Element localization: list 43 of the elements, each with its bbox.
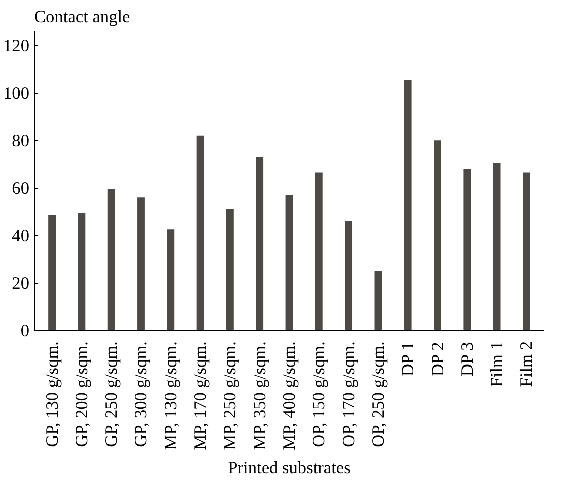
bar xyxy=(374,271,382,330)
x-tick-label: Film 1 xyxy=(488,341,507,388)
y-tick-label: 40 xyxy=(12,226,30,246)
y-tick-label: 20 xyxy=(12,274,30,294)
bar xyxy=(167,230,175,330)
x-tick-label: DP 1 xyxy=(398,342,418,377)
bar xyxy=(108,189,116,330)
y-tick-label: 80 xyxy=(12,132,30,151)
y-tick-label: 60 xyxy=(12,179,30,198)
bar xyxy=(523,172,530,330)
bar xyxy=(256,157,264,330)
bar xyxy=(345,221,353,330)
x-tick-label: MP, 350 g/sqm. xyxy=(250,341,270,450)
x-tick-label: GP, 250 g/sqm. xyxy=(102,341,122,448)
x-tick-label: MP, 130 g/sqm. xyxy=(161,341,180,450)
x-tick-label: DP 3 xyxy=(458,342,477,377)
bar xyxy=(434,140,442,330)
bar xyxy=(286,195,294,330)
bar xyxy=(493,163,501,330)
x-tick-label: MP, 400 g/sqm. xyxy=(280,341,299,450)
y-tick-label: 0 xyxy=(20,322,30,340)
x-tick-label: OP, 150 g/sqm. xyxy=(310,341,329,448)
x-tick-label: GP, 200 g/sqm. xyxy=(72,341,92,448)
x-tick-label: MP, 250 g/sqm. xyxy=(220,341,240,450)
y-tick-label: 120 xyxy=(4,36,30,56)
bar xyxy=(226,209,234,330)
x-tick-label: OP, 170 g/sqm. xyxy=(339,341,358,448)
x-tick-label: GP, 130 g/sqm. xyxy=(42,341,62,448)
bar xyxy=(48,215,56,330)
bar xyxy=(404,80,412,330)
bar xyxy=(315,172,323,330)
bar xyxy=(464,169,472,330)
x-axis-title: Printed substrates xyxy=(228,458,352,478)
x-tick-label: DP 2 xyxy=(428,342,448,377)
bar xyxy=(78,213,86,330)
x-tick-label: OP, 250 g/sqm. xyxy=(368,341,388,448)
y-axis-title: Contact angle xyxy=(34,8,131,26)
bar xyxy=(138,198,145,330)
bar xyxy=(196,136,204,330)
x-tick-label: Film 2 xyxy=(517,341,536,388)
x-tick-label: MP, 170 g/sqm. xyxy=(191,341,210,450)
y-tick-label: 100 xyxy=(4,84,30,104)
x-tick-label: GP, 300 g/sqm. xyxy=(132,341,151,448)
